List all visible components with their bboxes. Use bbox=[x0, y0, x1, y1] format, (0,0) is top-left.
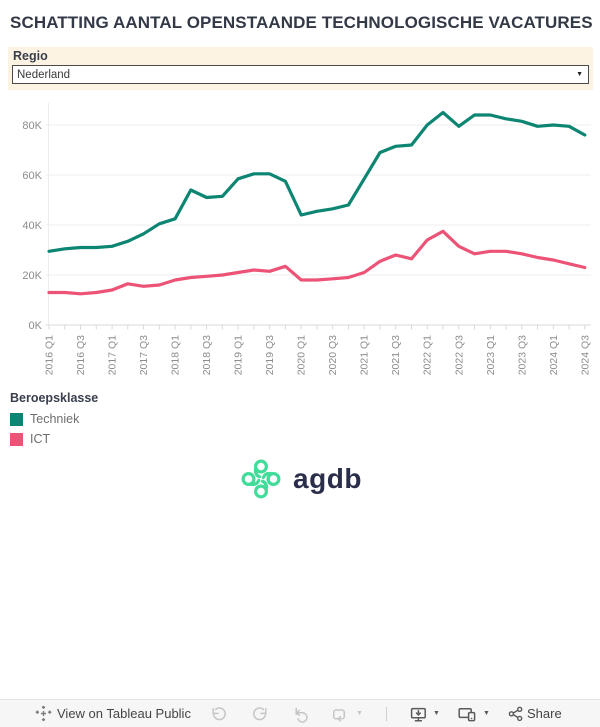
tableau-toolbar: View on Tableau Public bbox=[0, 699, 600, 727]
legend-label-ict: ICT bbox=[30, 432, 51, 446]
svg-text:2022 Q1: 2022 Q1 bbox=[422, 335, 434, 375]
svg-text:2023 Q3: 2023 Q3 bbox=[516, 335, 528, 375]
svg-text:60K: 60K bbox=[22, 170, 42, 182]
svg-text:2020 Q1: 2020 Q1 bbox=[296, 335, 308, 375]
toolbar-divider bbox=[386, 707, 387, 721]
svg-text:2021 Q3: 2021 Q3 bbox=[390, 335, 402, 375]
svg-text:40K: 40K bbox=[22, 220, 42, 232]
download-icon[interactable] bbox=[408, 700, 429, 727]
legend-item-ict[interactable]: ICT bbox=[10, 432, 50, 446]
page-title: SCHATTING AANTAL OPENSTAANDE TECHNOLOGIS… bbox=[10, 13, 593, 32]
refresh-icon[interactable] bbox=[329, 700, 349, 727]
region-dropdown[interactable]: Nederland ▼ bbox=[12, 65, 589, 84]
region-dropdown-value: Nederland bbox=[17, 68, 71, 81]
agdb-logo: agdb bbox=[0, 453, 600, 505]
svg-text:2022 Q3: 2022 Q3 bbox=[453, 335, 465, 375]
chevron-down-icon: ▼ bbox=[576, 71, 583, 78]
legend-title: Beroepsklasse bbox=[10, 391, 99, 405]
svg-text:2016 Q3: 2016 Q3 bbox=[75, 335, 87, 375]
techniek-swatch bbox=[10, 412, 23, 426]
redo-icon[interactable] bbox=[251, 700, 271, 727]
agdb-logo-text: agdb bbox=[293, 463, 362, 494]
download-caret-down-icon[interactable]: ▼ bbox=[433, 710, 440, 717]
refresh-caret-down-icon[interactable]: ▼ bbox=[356, 710, 363, 717]
svg-text:2018 Q3: 2018 Q3 bbox=[201, 335, 213, 375]
reset-icon[interactable] bbox=[291, 700, 311, 727]
share-icon[interactable] bbox=[506, 700, 525, 727]
svg-text:0K: 0K bbox=[29, 320, 43, 332]
view-on-tableau-public-link[interactable]: View on Tableau Public bbox=[57, 706, 191, 721]
legend-label-techniek: Techniek bbox=[30, 412, 80, 426]
legend-item-techniek[interactable]: Techniek bbox=[10, 412, 79, 426]
svg-text:2021 Q1: 2021 Q1 bbox=[359, 335, 371, 375]
vacancies-line-chart[interactable]: 0K 20K 40K 60K 80K 2016 Q1 2016 Q3 2017 Q1 2017 … bbox=[0, 95, 600, 393]
svg-text:2023 Q1: 2023 Q1 bbox=[485, 335, 497, 375]
share-button[interactable]: Share bbox=[527, 706, 562, 721]
tableau-logo-icon bbox=[35, 700, 52, 727]
undo-icon[interactable] bbox=[208, 700, 228, 727]
svg-text:2024 Q3: 2024 Q3 bbox=[579, 335, 591, 375]
svg-text:20K: 20K bbox=[22, 270, 42, 282]
ict-swatch bbox=[10, 432, 23, 446]
svg-text:2017 Q1: 2017 Q1 bbox=[107, 335, 119, 375]
device-layouts-icon[interactable] bbox=[456, 700, 478, 727]
svg-text:2024 Q1: 2024 Q1 bbox=[548, 335, 560, 375]
svg-text:2017 Q3: 2017 Q3 bbox=[138, 335, 150, 375]
svg-text:80K: 80K bbox=[22, 120, 42, 132]
svg-text:2019 Q3: 2019 Q3 bbox=[264, 335, 276, 375]
svg-text:2018 Q1: 2018 Q1 bbox=[170, 335, 182, 375]
svg-text:2020 Q3: 2020 Q3 bbox=[327, 335, 339, 375]
region-filter-label: Regio bbox=[13, 49, 48, 63]
svg-text:2019 Q1: 2019 Q1 bbox=[233, 335, 245, 375]
agdb-pinwheel-icon bbox=[241, 459, 281, 499]
region-filter: Regio Nederland ▼ bbox=[8, 47, 593, 90]
device-layouts-caret-down-icon[interactable]: ▼ bbox=[483, 710, 490, 717]
svg-text:2016 Q1: 2016 Q1 bbox=[44, 335, 56, 375]
